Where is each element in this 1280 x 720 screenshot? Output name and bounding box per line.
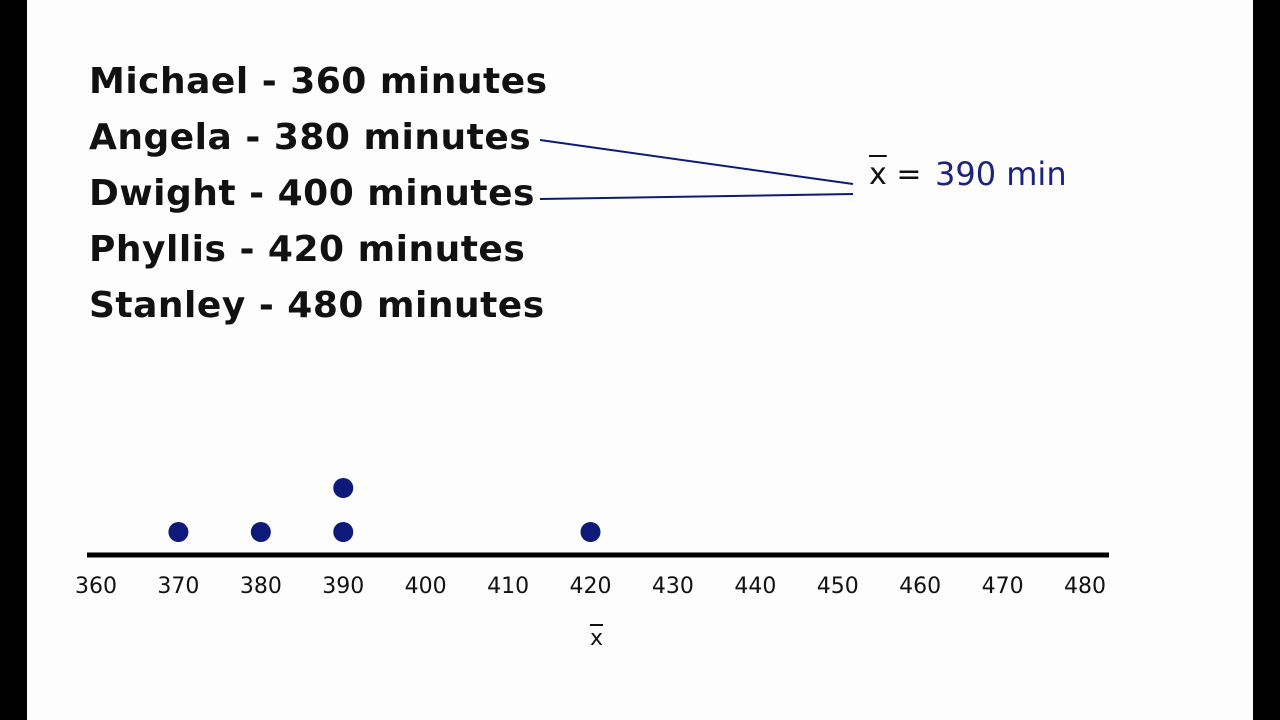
tick-labels: 360 370 380 390 400 410 420 430 440 450 460 470 480	[75, 574, 1106, 599]
data-point-390-2	[333, 478, 354, 498]
tick-label-400: 400	[405, 574, 447, 599]
tick-label-440: 440	[734, 574, 776, 599]
x-bar-symbol: x	[869, 157, 887, 192]
data-points	[168, 478, 601, 542]
data-point-420-1	[580, 522, 601, 542]
entry-phyllis: Phyllis - 420 minutes	[89, 229, 526, 270]
data-point-380-1	[250, 522, 271, 542]
dot-plot: 360 370 380 390 400 410 420 430 440 450 460 470 480	[75, 478, 1109, 599]
tick-label-360: 360	[75, 574, 117, 599]
axis-variable-label: x	[590, 626, 604, 651]
mean-symbol: x =	[869, 160, 921, 190]
mean-value: 390 min	[935, 155, 1067, 193]
tick-label-380: 380	[240, 574, 282, 599]
entry-stanley: Stanley - 480 minutes	[89, 285, 545, 326]
tick-label-480: 480	[1064, 574, 1106, 599]
tick-label-410: 410	[487, 574, 529, 599]
tick-label-470: 470	[982, 574, 1024, 599]
dwight-connector-line	[539, 193, 854, 200]
angela-connector-line	[539, 139, 854, 185]
connector-lines	[539, 139, 854, 200]
equals-sign: =	[896, 157, 922, 192]
tick-label-460: 460	[899, 574, 941, 599]
entry-angela: Angela - 380 minutes	[89, 117, 532, 158]
tick-label-450: 450	[817, 574, 859, 599]
entry-dwight: Dwight - 400 minutes	[89, 173, 535, 214]
data-point-370-1	[168, 522, 189, 542]
slide: Michael - 360 minutes Angela - 380 minut…	[27, 0, 1253, 720]
data-point-390-1	[333, 522, 354, 542]
tick-label-420: 420	[570, 574, 612, 599]
entry-michael: Michael - 360 minutes	[89, 61, 548, 102]
tick-label-370: 370	[157, 574, 199, 599]
tick-label-390: 390	[322, 574, 364, 599]
tick-label-430: 430	[652, 574, 694, 599]
